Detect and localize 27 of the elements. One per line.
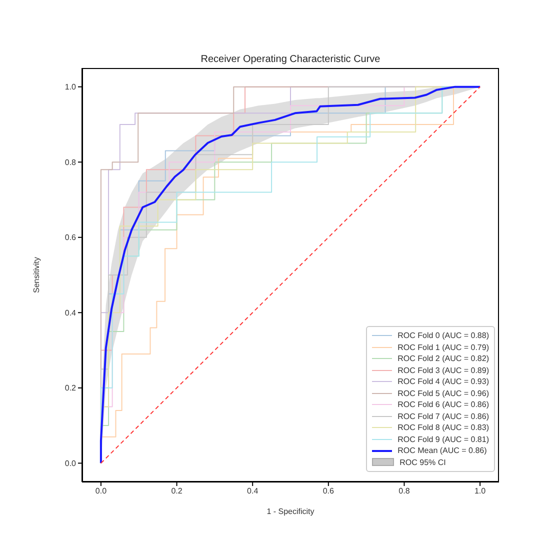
legend-label: ROC Fold 4 (AUC = 0.93) [398, 377, 489, 386]
legend-label: ROC Fold 8 (AUC = 0.83) [398, 423, 489, 432]
x-tick-label: 0.4 [247, 486, 259, 496]
y-tick-label: 0.4 [64, 308, 77, 318]
legend-label: ROC Fold 3 (AUC = 0.89) [398, 366, 489, 375]
x-tick-label: 0.2 [171, 486, 183, 496]
x-axis-title: 1 - Specificity [266, 507, 314, 516]
legend-label: ROC Fold 0 (AUC = 0.88) [398, 331, 489, 340]
legend-label: ROC Fold 7 (AUC = 0.86) [398, 412, 489, 421]
legend-label: ROC Fold 1 (AUC = 0.79) [398, 342, 489, 352]
legend-label: ROC Fold 2 (AUC = 0.82) [398, 354, 489, 364]
legend-label: ROC Fold 9 (AUC = 0.81) [398, 434, 489, 444]
annotation: ROC 95% CI [400, 458, 446, 467]
y-tick-label: 0.2 [64, 384, 77, 393]
y-tick-label: 0.8 [64, 158, 77, 167]
x-tick-label: 1.0 [474, 486, 486, 496]
legend-label: ROC Mean (AUC = 0.86) [398, 446, 487, 456]
y-tick-label: 1.0 [64, 82, 77, 92]
y-tick-label: 0.6 [64, 233, 77, 242]
x-tick-label: 0.8 [398, 486, 410, 496]
x-tick-label: 0.6 [322, 486, 335, 496]
legend-label: ROC Fold 5 (AUC = 0.96) [398, 388, 489, 398]
legend-label: ROC Fold 6 (AUC = 0.86) [398, 400, 489, 410]
y-tick-label: 0.0 [64, 459, 77, 468]
y-axis-title: Sensitivity [32, 256, 41, 294]
chart-title: Receiver Operating Characteristic Curve [200, 54, 381, 65]
x-tick-label: 0.0 [95, 486, 108, 496]
